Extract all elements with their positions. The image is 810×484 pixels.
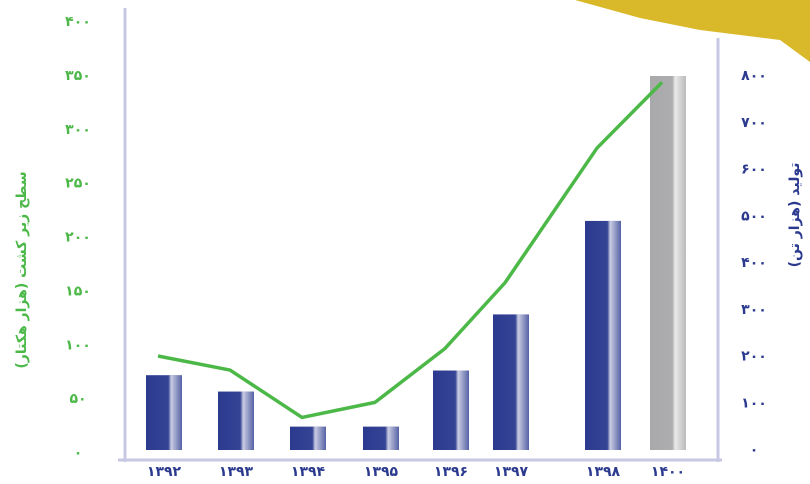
y2-tick-label: ۴۰۰: [741, 255, 767, 271]
y-tick-label: ۲۰۰: [65, 230, 91, 246]
bar-shade: [650, 76, 686, 450]
flower-image: [575, 0, 810, 62]
y2-tick-label: ۲۰۰: [741, 349, 767, 365]
bar-shade: [218, 391, 254, 450]
y-tick-label: ۲۵۰: [65, 176, 91, 192]
bar-shade: [493, 314, 529, 450]
x-tick-label: ۱۳۹۶: [434, 464, 468, 480]
y-tick-label: ۱۰۰: [65, 337, 91, 353]
y2-tick-label: ۷۰۰: [741, 115, 767, 131]
y-axis-title: سطح زیر کشت (هزار هکتار): [14, 171, 30, 368]
x-tick-label: ۱۳۹۵: [364, 464, 399, 480]
x-tick-label: ۱۳۹۷: [494, 464, 529, 480]
bar-shade: [146, 375, 182, 450]
x-tick-label: ۱۴۰۰: [651, 464, 685, 480]
y2-tick-label: ۱۰۰: [741, 395, 767, 411]
bar-shade: [363, 426, 399, 450]
bar-shade: [433, 370, 469, 450]
y-tick-label: ۴۰۰: [65, 14, 91, 30]
y-tick-label: ۰: [74, 445, 83, 461]
bar-shade: [290, 426, 326, 450]
x-tick-label: ۱۳۹۸: [586, 464, 621, 480]
y-tick-label: ۳۵۰: [65, 68, 91, 84]
y2-tick-label: ۶۰۰: [741, 162, 767, 178]
y2-tick-label: ۸۰۰: [741, 68, 767, 84]
bar-shade: [585, 220, 621, 450]
line: [157, 81, 664, 420]
x-tick-label: ۱۳۹۳: [219, 464, 254, 480]
y2-axis-title: تولید (هزار تن): [787, 163, 803, 268]
y-tick-label: ۵۰: [69, 391, 86, 407]
y2-tick-label: ۰: [750, 442, 759, 458]
x-tick-label: ۱۳۹۴: [291, 464, 326, 480]
y-tick-label: ۱۵۰: [65, 283, 91, 299]
y2-tick-label: ۳۰۰: [741, 302, 767, 318]
y2-tick-label: ۵۰۰: [741, 208, 767, 224]
x-tick-label: ۱۳۹۲: [147, 464, 182, 480]
y-tick-label: ۳۰۰: [65, 122, 91, 138]
